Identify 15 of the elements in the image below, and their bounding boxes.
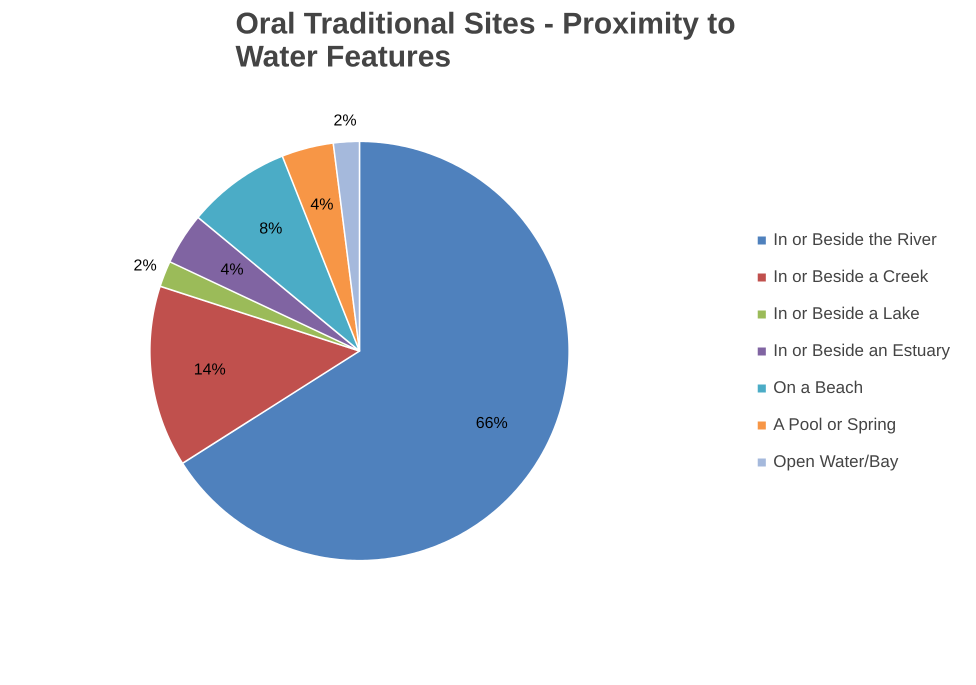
data-label: 66%	[476, 415, 508, 432]
legend-label: In or Beside a Creek	[773, 266, 928, 286]
legend-label: In or Beside an Estuary	[773, 340, 950, 360]
legend-label: On a Beach	[773, 378, 864, 398]
legend-label: In or Beside the River	[773, 230, 937, 250]
data-label: 4%	[220, 262, 244, 279]
data-label: 14%	[194, 361, 226, 378]
legend-label: Open Water/Bay	[773, 452, 898, 472]
chart-title: Oral Traditional Sites - Proximity to Water Features	[235, 8, 736, 74]
data-label: 2%	[333, 112, 357, 130]
legend-label: A Pool or Spring	[773, 414, 896, 434]
legend-label: In or Beside a Lake	[773, 304, 920, 324]
data-label: 4%	[310, 196, 334, 214]
data-label: 8%	[259, 220, 282, 238]
data-label: 2%	[134, 258, 157, 275]
